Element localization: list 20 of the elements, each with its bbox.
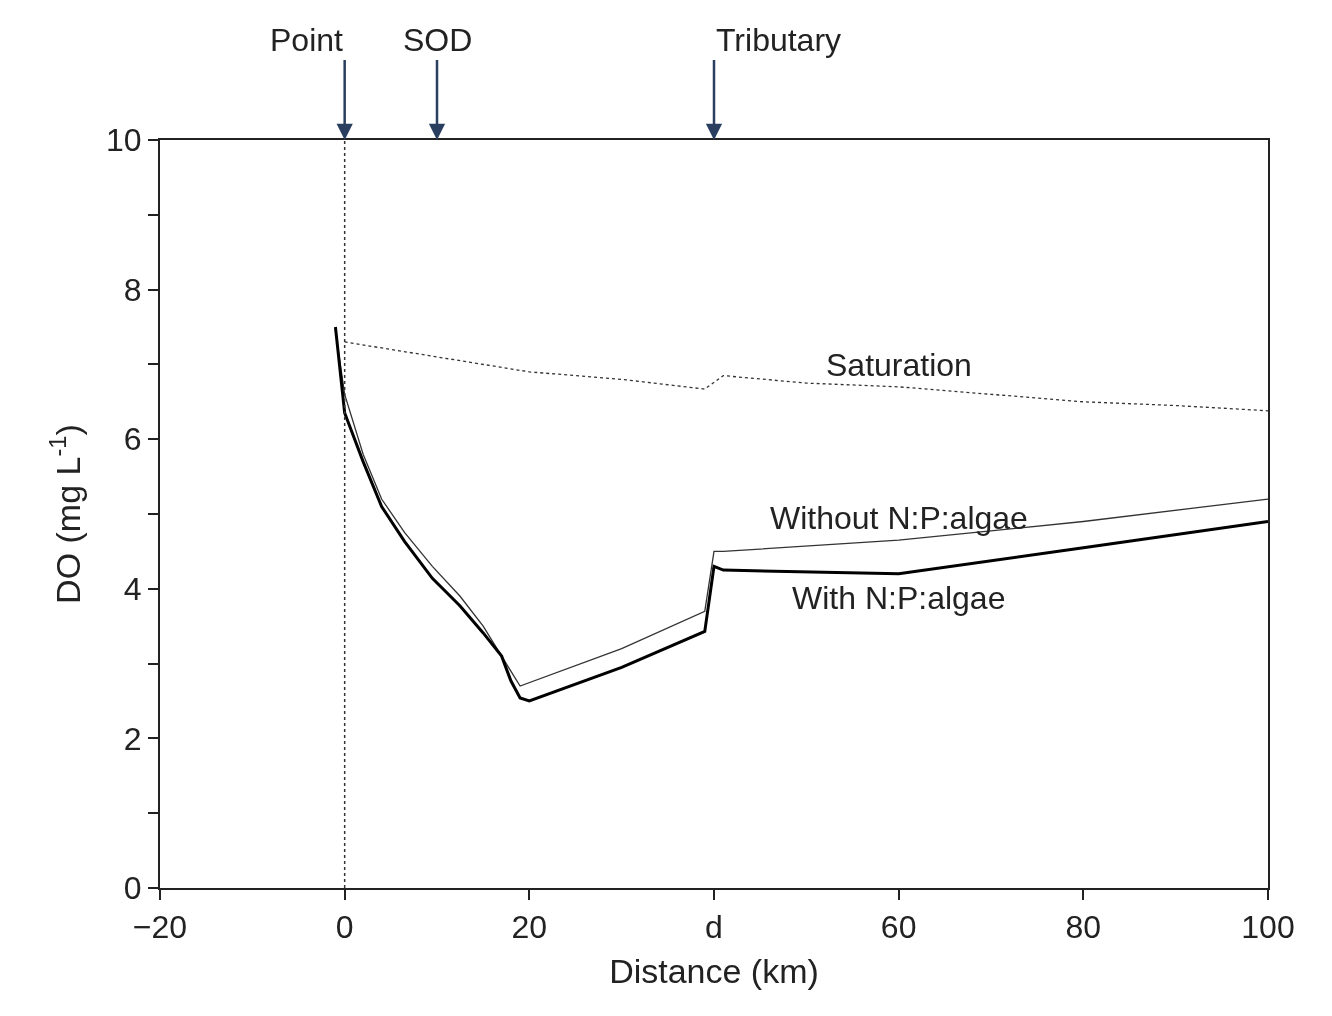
x-tick-label: d (705, 909, 723, 946)
x-axis-title: Distance (km) (609, 952, 819, 991)
x-tick-label: 60 (880, 909, 917, 946)
series-label: With N:P:algae (792, 580, 1006, 616)
y-tick-label: 0 (123, 870, 142, 907)
y-tick-label: 2 (123, 720, 142, 757)
y-tick-label: 6 (123, 421, 142, 458)
x-tick-label: 20 (511, 909, 548, 946)
x-tick-label: 100 (1241, 909, 1295, 946)
y-tick-label: 8 (123, 271, 142, 308)
x-tick-label: 80 (1065, 909, 1102, 946)
y-tick-label: 4 (123, 571, 142, 607)
x-tick-label: 0 (335, 909, 354, 946)
series-label: Saturation (826, 347, 972, 383)
text: SOD (403, 22, 473, 58)
ref-line-label: Point (270, 22, 344, 58)
y-tick-label: 10 (106, 122, 142, 159)
x-tick-label: −20 (132, 909, 188, 946)
text: Tributary (716, 22, 842, 58)
series-label: Without N:P:algae (770, 500, 1028, 536)
